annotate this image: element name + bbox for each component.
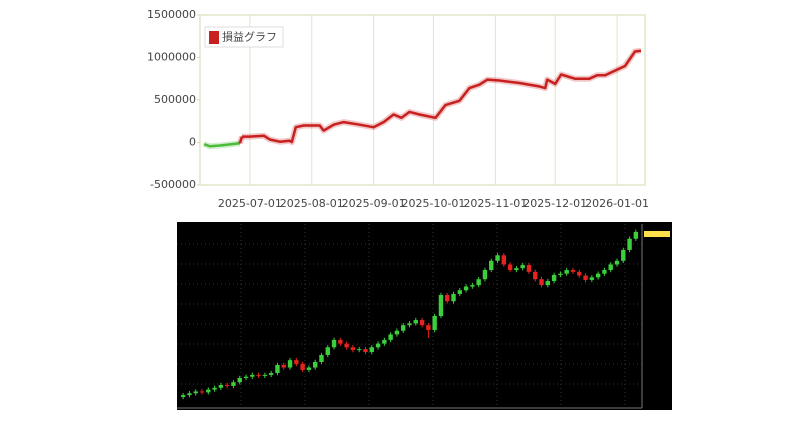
candle-body <box>533 271 538 280</box>
x-tick-label: 2025-07-01 <box>218 197 282 210</box>
candle-body <box>489 260 494 270</box>
candle-body <box>180 395 186 397</box>
candle-body <box>520 265 525 269</box>
candle-body <box>482 270 488 280</box>
candle-body <box>199 391 205 393</box>
x-tick-label: 2025-08-01 <box>280 197 344 210</box>
x-tick-label: 2026-01-01 <box>585 197 649 210</box>
legend-swatch <box>209 31 219 44</box>
line-connector <box>238 136 244 144</box>
candle-body <box>231 382 236 386</box>
candle-body <box>451 293 456 302</box>
candle-body <box>281 364 286 368</box>
candle-body <box>193 391 198 394</box>
candle-body <box>419 320 425 326</box>
candle-body <box>250 374 255 377</box>
candle-body <box>551 274 557 282</box>
candle-body <box>382 339 387 344</box>
candle-body <box>614 260 620 265</box>
candle-body <box>621 249 626 261</box>
candle-body <box>394 330 400 335</box>
y-tick-label: 0 <box>189 136 196 149</box>
line <box>241 49 642 144</box>
candle-body <box>589 277 595 280</box>
candle-body <box>268 373 274 375</box>
candle-body <box>463 286 469 291</box>
line <box>203 142 241 148</box>
candle-body <box>570 270 576 272</box>
candle-body <box>526 265 532 272</box>
candle-body <box>602 270 607 274</box>
candle-body <box>457 290 463 294</box>
candle-body <box>300 363 305 370</box>
candle-body <box>407 323 412 326</box>
candle-body <box>375 343 381 348</box>
candle-body <box>495 255 500 261</box>
candle-body <box>363 349 368 353</box>
x-tick-label: 2025-09-01 <box>342 197 406 210</box>
candle-body <box>312 362 318 368</box>
candle-body <box>470 285 475 287</box>
candle-body <box>306 367 312 370</box>
candle-body <box>237 378 242 383</box>
chart-background <box>177 222 672 410</box>
x-tick-label: 2025-12-01 <box>523 197 587 210</box>
candle-body <box>275 364 280 374</box>
candle-body <box>501 255 507 265</box>
candle-body <box>356 349 362 351</box>
candle-body <box>294 360 299 364</box>
candle-body <box>388 334 393 340</box>
candle-body <box>577 271 582 276</box>
candle-body <box>369 347 374 353</box>
candle-body <box>338 339 343 344</box>
candle-body <box>243 376 249 379</box>
candle-body <box>287 360 293 368</box>
candle-body <box>224 385 230 386</box>
candle-body <box>564 270 569 274</box>
candle-body <box>401 325 406 331</box>
candle-body <box>539 279 544 286</box>
candle-body <box>426 325 431 330</box>
y-tick-label: 1500000 <box>147 8 196 21</box>
candle-body <box>608 264 613 270</box>
candle-body <box>206 389 211 393</box>
candle-body <box>476 279 481 286</box>
candle-body <box>331 339 337 348</box>
candle-body <box>256 374 261 376</box>
candle-body <box>187 393 192 396</box>
candle-body <box>627 238 632 250</box>
candle-body <box>413 320 418 324</box>
candle-body <box>212 387 217 390</box>
candle-body <box>438 295 444 316</box>
candle-body <box>325 347 330 356</box>
price-box <box>644 231 670 237</box>
candle-body <box>344 343 349 348</box>
y-tick-label: -500000 <box>150 178 196 191</box>
candle-body <box>350 347 356 351</box>
candle-body <box>545 281 551 286</box>
x-tick-label: 2025-10-01 <box>402 197 466 210</box>
candle-body <box>583 275 588 280</box>
candle-body <box>633 231 639 239</box>
candle-body <box>319 355 324 362</box>
candle-body <box>514 268 519 270</box>
legend-box <box>204 26 284 48</box>
y-tick-label: 500000 <box>154 93 196 106</box>
candle-body <box>445 295 450 302</box>
candle-body <box>218 385 224 388</box>
candle-body <box>558 273 563 275</box>
candle-body <box>262 374 268 376</box>
legend-label: 損益グラフ <box>222 30 277 44</box>
x-tick-label: 2025-11-01 <box>463 197 527 210</box>
candle-body <box>432 316 437 330</box>
candle-body <box>507 264 513 270</box>
y-tick-label: 1000000 <box>147 51 196 64</box>
candle-body <box>595 273 601 278</box>
